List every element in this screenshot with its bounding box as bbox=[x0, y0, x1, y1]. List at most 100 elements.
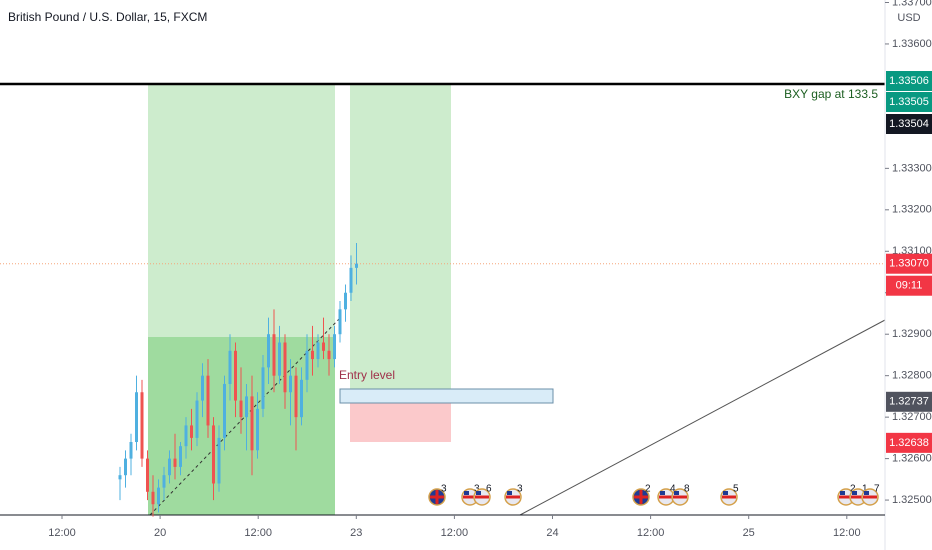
event-icon-canton bbox=[840, 491, 845, 495]
y-tick-label: 1.33200 bbox=[892, 204, 932, 216]
event-icon-stripe bbox=[639, 490, 643, 504]
event-icon-canton bbox=[507, 491, 512, 495]
x-tick-label: 12:00 bbox=[833, 527, 861, 539]
y-tick-label: 1.33700 bbox=[892, 0, 932, 8]
candle-body bbox=[184, 425, 188, 447]
candle-body bbox=[129, 442, 133, 459]
entry-annotation: Entry level bbox=[339, 368, 395, 382]
candle-body bbox=[289, 375, 292, 393]
candle-body bbox=[173, 458, 177, 467]
event-icon-stripe bbox=[851, 495, 865, 499]
candle-body bbox=[305, 350, 309, 380]
x-tick-label: 20 bbox=[154, 527, 166, 539]
x-tick-label: 12:00 bbox=[48, 527, 76, 539]
price-badge-label: 1.33070 bbox=[889, 258, 929, 270]
event-count: 3 bbox=[474, 484, 480, 495]
entry-box bbox=[339, 388, 554, 404]
candle-body bbox=[217, 437, 221, 484]
candle-body bbox=[261, 367, 265, 409]
event-icon-canton bbox=[476, 491, 481, 495]
candle-body bbox=[300, 379, 303, 418]
price-badge bbox=[886, 71, 932, 91]
gap-annotation: BXY gap at 133.5 bbox=[784, 87, 878, 101]
price-badge-label: 1.33506 bbox=[889, 75, 929, 87]
candle-body bbox=[239, 400, 243, 418]
price-badge bbox=[886, 92, 932, 112]
candle-body bbox=[327, 350, 331, 360]
chart-title: British Pound / U.S. Dollar, 15, FXCM bbox=[8, 10, 207, 24]
event-icon-stripe bbox=[863, 495, 877, 499]
countdown-label: 09:11 bbox=[896, 280, 923, 292]
candle-body bbox=[135, 392, 138, 443]
price-badge-label: 1.33505 bbox=[889, 96, 929, 108]
price-badge-label: 1.33504 bbox=[889, 118, 929, 130]
event-icon-canton bbox=[674, 491, 679, 495]
event-count: 2 bbox=[645, 484, 651, 495]
candle-body bbox=[250, 396, 254, 451]
event-count: 4 bbox=[670, 484, 676, 495]
x-tick-label: 24 bbox=[546, 527, 558, 539]
event-icon-canton bbox=[464, 491, 469, 495]
candle-body bbox=[195, 400, 199, 438]
candle-body bbox=[124, 458, 127, 476]
event-icon-stripe bbox=[475, 495, 489, 499]
candle-body bbox=[151, 491, 155, 505]
event-count: 6 bbox=[486, 484, 492, 495]
event-icon-stripe bbox=[659, 495, 673, 499]
event-icon-canton bbox=[864, 491, 869, 495]
candle-body bbox=[228, 350, 232, 384]
y-tick-label: 1.33600 bbox=[892, 38, 932, 50]
candle-body bbox=[278, 342, 281, 376]
event-count: 7 bbox=[874, 484, 880, 495]
price-badge-label: 1.32737 bbox=[889, 396, 929, 408]
event-count: 3 bbox=[517, 484, 523, 495]
candle-body bbox=[272, 334, 276, 376]
candle-body bbox=[162, 475, 166, 488]
event-icon-stripe bbox=[506, 495, 520, 499]
candle-body bbox=[206, 375, 210, 426]
x-tick-label: 23 bbox=[350, 527, 362, 539]
profit-zone bbox=[148, 84, 335, 337]
event-icon-canton bbox=[723, 491, 728, 495]
candle-body bbox=[157, 487, 160, 505]
event-icon-stripe bbox=[722, 495, 736, 499]
event-icon-stripe bbox=[673, 495, 687, 499]
price-badge bbox=[886, 253, 932, 274]
y-tick-label: 1.32600 bbox=[892, 453, 932, 465]
candle-body bbox=[322, 342, 325, 351]
candle-body bbox=[201, 375, 204, 401]
trend-line bbox=[519, 319, 886, 516]
candle-body bbox=[212, 425, 215, 484]
candle-body bbox=[245, 396, 248, 418]
event-count: 1 bbox=[862, 484, 868, 495]
candle-body bbox=[190, 425, 193, 438]
candle-body bbox=[344, 292, 347, 310]
stop-zone bbox=[350, 402, 451, 442]
candle-body bbox=[118, 475, 122, 480]
price-badge bbox=[886, 391, 932, 412]
currency-label: USD bbox=[897, 12, 920, 24]
event-icon-stripe bbox=[839, 495, 853, 499]
candle-body bbox=[256, 408, 259, 451]
event-icon-stripe bbox=[435, 490, 439, 504]
candle-body bbox=[267, 334, 270, 368]
event-count: 5 bbox=[733, 484, 739, 495]
price-badge-label: 1.32638 bbox=[889, 437, 929, 449]
candle-body bbox=[168, 458, 171, 476]
candle-body bbox=[140, 392, 144, 459]
event-count: 3 bbox=[441, 484, 447, 495]
y-tick-label: 1.32800 bbox=[892, 370, 932, 382]
event-count: 8 bbox=[684, 484, 690, 495]
price-badge bbox=[886, 432, 932, 453]
candle-body bbox=[355, 263, 358, 268]
y-tick-label: 1.32500 bbox=[892, 494, 932, 506]
y-tick-label: 1.32900 bbox=[892, 328, 932, 340]
x-tick-label: 12:00 bbox=[244, 527, 272, 539]
candle-body bbox=[179, 446, 182, 467]
x-tick-label: 25 bbox=[743, 527, 755, 539]
candle-body bbox=[349, 267, 353, 293]
event-icon-canton bbox=[852, 491, 857, 495]
countdown-badge bbox=[886, 275, 932, 296]
candle-body bbox=[333, 334, 336, 360]
